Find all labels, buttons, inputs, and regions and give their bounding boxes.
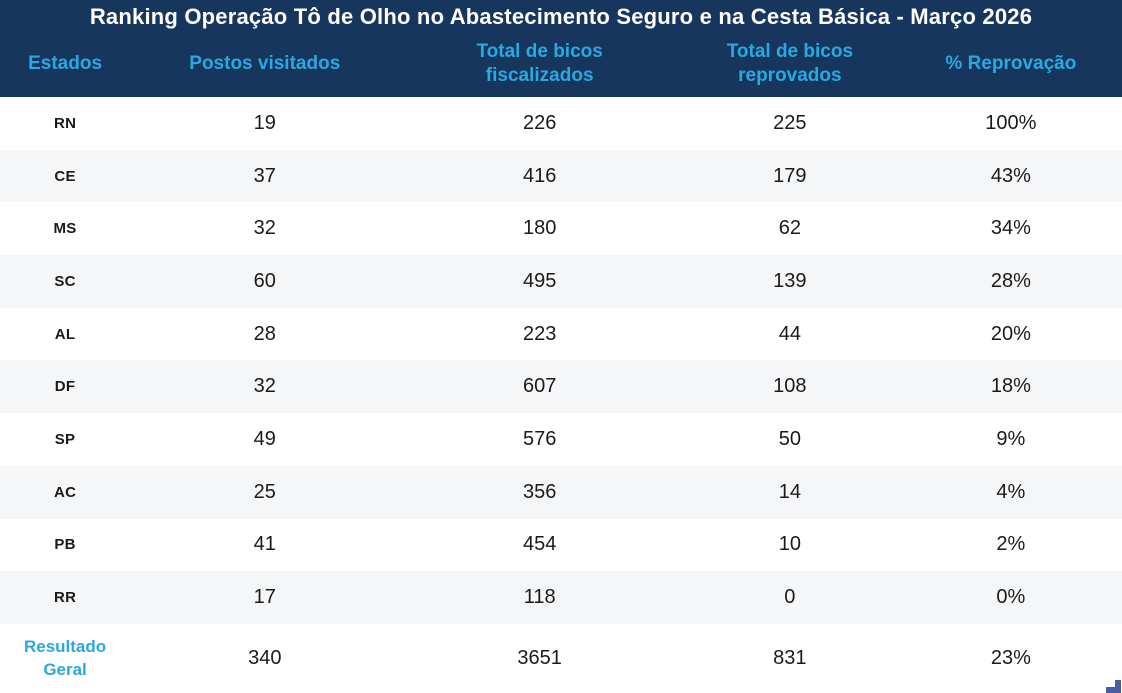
pct-cell: 18% xyxy=(990,375,1031,398)
fiscalizados-cell: 495 xyxy=(522,269,557,292)
table-row: RR 17 118 0 0% xyxy=(0,571,1122,624)
postos-cell: 60 xyxy=(253,269,276,292)
fiscalizados-cell: 607 xyxy=(522,375,557,398)
pct-cell: 20% xyxy=(990,322,1031,345)
state-cell: SP xyxy=(54,430,76,448)
pct-cell: 100% xyxy=(985,111,1037,134)
total-postos-cell: 340 xyxy=(248,647,282,670)
state-cell: RR xyxy=(53,589,77,607)
table-total-row: Resultado Geral 340 3651 831 23% xyxy=(0,623,1122,693)
state-cell: PB xyxy=(54,536,76,554)
state-cell: AC xyxy=(53,483,77,501)
fiscalizados-cell: 223 xyxy=(522,322,557,345)
page-title: Ranking Operação Tô de Olho no Abastecim… xyxy=(89,4,1033,29)
total-label: Resultado Geral xyxy=(23,637,107,679)
table-row: SC 60 495 139 28% xyxy=(0,255,1122,308)
column-header-postos: Postos visitados xyxy=(189,52,341,74)
postos-cell: 37 xyxy=(253,164,276,187)
reprovados-cell: 108 xyxy=(773,375,807,398)
total-reprovados-cell: 831 xyxy=(773,647,807,670)
pct-cell: 9% xyxy=(996,427,1026,450)
state-cell: MS xyxy=(53,220,77,238)
state-cell: RN xyxy=(53,114,77,132)
table-row: AC 25 356 14 4% xyxy=(0,465,1122,519)
table-row: PB 41 454 10 2% xyxy=(0,518,1122,572)
postos-cell: 19 xyxy=(253,111,276,134)
state-cell: AL xyxy=(54,325,76,343)
pct-cell: 4% xyxy=(996,480,1026,503)
state-cell: DF xyxy=(54,378,76,396)
pct-cell: 2% xyxy=(996,533,1026,556)
table-row: CE 37 416 179 43% xyxy=(0,149,1122,203)
postos-cell: 32 xyxy=(253,217,276,240)
bar-chart-corner-icon xyxy=(1106,680,1121,693)
reprovados-cell: 14 xyxy=(778,480,801,503)
state-cell: CE xyxy=(54,167,76,185)
pct-cell: 43% xyxy=(990,164,1031,187)
reprovados-cell: 179 xyxy=(773,164,807,187)
fiscalizados-cell: 356 xyxy=(522,480,557,503)
postos-cell: 17 xyxy=(253,586,276,609)
column-header-estados: Estados xyxy=(28,52,103,74)
reprovados-cell: 0 xyxy=(784,586,796,609)
reprovados-cell: 139 xyxy=(773,269,807,292)
reprovados-cell: 44 xyxy=(778,322,801,345)
column-header-fiscalizados: Total de bicos fiscalizados xyxy=(476,40,603,86)
column-header-row: Estados Postos visitados Total de bicos … xyxy=(0,30,1122,97)
fiscalizados-cell: 454 xyxy=(522,533,557,556)
table-row: MS 32 180 62 34% xyxy=(0,202,1122,256)
fiscalizados-cell: 416 xyxy=(522,164,557,187)
postos-cell: 25 xyxy=(253,480,276,503)
table-row: SP 49 576 50 9% xyxy=(0,413,1122,466)
reprovados-cell: 62 xyxy=(778,217,801,240)
fiscalizados-cell: 576 xyxy=(522,427,557,450)
fiscalizados-cell: 180 xyxy=(522,217,557,240)
reprovados-cell: 10 xyxy=(778,533,801,556)
postos-cell: 41 xyxy=(253,533,276,556)
pct-cell: 0% xyxy=(996,586,1026,609)
postos-cell: 32 xyxy=(253,375,276,398)
table-row: RN 19 226 225 100% xyxy=(0,97,1122,150)
reprovados-cell: 50 xyxy=(778,427,801,450)
table-body: RN 19 226 225 100% CE 37 416 179 43% MS … xyxy=(0,97,1122,693)
reprovados-cell: 225 xyxy=(773,111,807,134)
total-pct-cell: 23% xyxy=(990,647,1031,670)
column-header-reprovados: Total de bicos reprovados xyxy=(726,40,854,86)
total-fiscalizados-cell: 3651 xyxy=(517,647,562,670)
table-row: DF 32 607 108 18% xyxy=(0,360,1122,414)
fiscalizados-cell: 118 xyxy=(523,586,556,609)
state-cell: SC xyxy=(54,272,76,290)
pct-cell: 28% xyxy=(990,269,1031,292)
table-row: AL 28 223 44 20% xyxy=(0,307,1122,361)
postos-cell: 49 xyxy=(253,427,276,450)
pct-cell: 34% xyxy=(990,217,1031,240)
fiscalizados-cell: 226 xyxy=(522,111,557,134)
postos-cell: 28 xyxy=(253,322,276,345)
column-header-pct: % Reprovação xyxy=(945,52,1077,74)
table-header: Ranking Operação Tô de Olho no Abastecim… xyxy=(0,0,1122,97)
